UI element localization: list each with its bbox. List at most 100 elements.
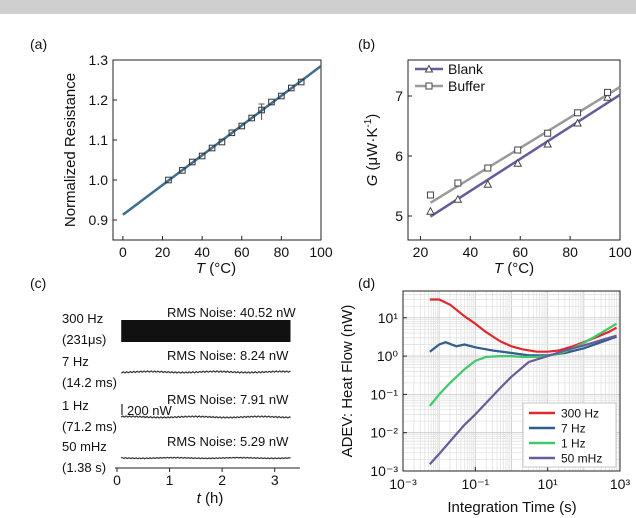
panel-a-xlabel: T (°C) bbox=[196, 260, 236, 277]
panel-c-noise-label: RMS Noise: 5.29 nW bbox=[167, 434, 289, 449]
panel-d-y-tick-label: 10⁻³ bbox=[370, 463, 398, 479]
panel-d-axes-frame bbox=[402, 290, 621, 472]
panel-c-xlabel: t (h) bbox=[197, 490, 224, 507]
panel-d-x-tick-label: 10⁻¹ bbox=[462, 476, 490, 492]
panel-a-y-tick-label: 0.9 bbox=[89, 212, 109, 228]
panel-a-data-point bbox=[258, 106, 265, 114]
panel-b-point-blank bbox=[543, 139, 553, 148]
panel-d-legend-label: 50 mHz bbox=[561, 452, 602, 466]
panel-b-y-tick-label: 5 bbox=[395, 208, 403, 224]
panel-d-ticks: 10⁻³ 10⁻¹ 10¹ 10³ 10⁻³ 10⁻² 10⁻¹ 10⁰ 10¹ bbox=[370, 310, 630, 492]
panel-b-point-buffer bbox=[574, 109, 582, 117]
panel-a-data-point bbox=[278, 92, 285, 100]
panel-b-ylabel: G (μW·K-1) bbox=[363, 114, 381, 187]
panel-a-x-tick-label: 40 bbox=[194, 244, 210, 260]
panel-d-xlabel: Integration Time (s) bbox=[447, 499, 576, 516]
panel-a-data-point bbox=[248, 114, 255, 122]
panel-d-x-tick-label: 10⁻³ bbox=[389, 476, 417, 492]
panel-d-x-tick-label: 10³ bbox=[610, 476, 631, 492]
panel-b-legend-marker-buffer bbox=[425, 82, 433, 90]
panel-c-noise-label: RMS Noise: 8.24 nW bbox=[167, 348, 289, 363]
panel-b-point-buffer bbox=[454, 179, 462, 187]
panel-b-point-blank bbox=[603, 92, 612, 101]
panel-c-trace-1hz bbox=[120, 415, 291, 419]
panel-c-x-tick-label: 3 bbox=[271, 472, 279, 488]
panel-b-marks bbox=[426, 85, 621, 218]
panel-c-trace-50mhz bbox=[120, 456, 291, 460]
panel-b-point-blank bbox=[573, 118, 582, 127]
panel-c-noise-label: RMS Noise: 7.91 nW bbox=[167, 392, 289, 407]
panel-a-ylabel: Normalized Resistance bbox=[62, 73, 79, 227]
panel-d-series-1hz bbox=[428, 322, 618, 407]
panel-a-x-tick-label: 60 bbox=[234, 244, 250, 260]
panel-a-x-tick-label: 80 bbox=[274, 244, 290, 260]
panel-c-trace-sublabel: (1.38 s) bbox=[62, 460, 106, 475]
panel-a-data-point bbox=[198, 152, 206, 160]
panel-d-y-tick-label: 10¹ bbox=[378, 310, 399, 326]
panel-d-ylabel: ADEV: Heat Flow (nW) bbox=[339, 305, 356, 458]
panel-a-y-tick-label: 1.0 bbox=[89, 172, 109, 188]
panel-d-legend-label: 300 Hz bbox=[561, 407, 599, 421]
panel-a-x-tick-label: 100 bbox=[309, 244, 333, 260]
panel-a-data-point bbox=[228, 129, 236, 137]
panel-c-trace-300hz bbox=[121, 320, 291, 342]
panel-c-traces: 300 Hz (231μs) RMS Noise: 40.52 nW 7 Hz (14.… bbox=[62, 305, 296, 475]
panel-b-point-buffer bbox=[544, 129, 552, 137]
panel-a-y-tick-label: 1.1 bbox=[89, 132, 109, 148]
panel-b-fit-line-blank bbox=[429, 93, 621, 218]
panel-c-trace-sublabel: (231μs) bbox=[62, 332, 106, 347]
panel-c-trace-label: 1 Hz bbox=[62, 398, 89, 413]
panel-a-data-point bbox=[297, 78, 305, 86]
panel-d-y-tick-label: 10⁻² bbox=[370, 425, 398, 441]
panel-c-trace-label: 50 mHz bbox=[62, 439, 107, 454]
panel-b-x-tick-label: 100 bbox=[608, 244, 632, 260]
panel-c: (c) 0 1 2 3 300 Hz (231μs) RMS Noise: 40.52 n… bbox=[30, 275, 300, 507]
panel-c-trace-label: 300 Hz bbox=[62, 311, 103, 326]
panel-a-x-tick-label: 0 bbox=[119, 244, 127, 260]
panel-b-point-blank bbox=[513, 158, 523, 167]
panel-b-point-buffer bbox=[426, 191, 434, 199]
panel-c-x-tick-label: 2 bbox=[218, 472, 226, 488]
panel-c-ticks: 0 1 2 3 bbox=[113, 468, 279, 488]
panel-a-y-tick-label: 1.2 bbox=[89, 92, 109, 108]
panel-c-noise-label: RMS Noise: 40.52 nW bbox=[167, 305, 296, 320]
panel-b-ticks: 20 40 60 80 100 5 6 7 bbox=[395, 88, 632, 260]
panel-c-x-tick-label: 1 bbox=[166, 472, 174, 488]
panel-a-ticks: 0 20 40 60 80 100 0.9 1.0 1.1 1.2 1.3 bbox=[89, 52, 333, 260]
panel-a-label: (a) bbox=[30, 36, 47, 52]
panel-a-fit-line bbox=[122, 65, 322, 216]
panel-a: (a) 0 20 40 60 80 100 0.9 1.0 1.1 1.2 1.3 Normaliz… bbox=[30, 36, 333, 277]
panel-a-marks bbox=[122, 65, 322, 216]
panel-d: (d) 10⁻³ 10⁻¹ 10¹ 10³ 10⁻³ 10⁻² 10⁻¹ 10⁰ 10¹ ADE… bbox=[339, 275, 630, 516]
panel-a-axes-frame bbox=[112, 59, 322, 241]
panel-b-y-tick-label: 7 bbox=[395, 88, 403, 104]
panel-b-point-blank bbox=[483, 179, 493, 188]
panel-b-point-buffer bbox=[514, 146, 522, 154]
panel-b-point-buffer bbox=[604, 88, 612, 96]
panel-a-data-point bbox=[238, 122, 246, 130]
panel-b-x-tick-label: 40 bbox=[463, 244, 479, 260]
panel-d-series-7hz bbox=[429, 335, 617, 357]
panel-b-point-buffer bbox=[484, 164, 492, 172]
panel-a-data-point bbox=[208, 144, 216, 152]
panel-a-data-point bbox=[268, 98, 275, 106]
panel-d-series-50mhz bbox=[428, 334, 617, 466]
panel-c-scale-bar-label: 200 nW bbox=[127, 403, 173, 418]
panel-d-y-tick-label: 10⁻¹ bbox=[370, 386, 398, 402]
panel-d-y-tick-label: 10⁰ bbox=[377, 348, 399, 364]
panel-c-label: (c) bbox=[30, 275, 46, 291]
panel-a-data-point bbox=[287, 84, 295, 92]
panel-a-y-tick-label: 1.3 bbox=[89, 52, 109, 68]
panel-b-fit-line-buffer bbox=[429, 85, 621, 204]
panel-d-legend-label: 1 Hz bbox=[561, 437, 586, 451]
panel-b-x-tick-label: 80 bbox=[562, 244, 578, 260]
panel-c-trace-sublabel: (14.2 ms) bbox=[62, 375, 117, 390]
panel-b-point-blank bbox=[426, 206, 435, 215]
panel-b-legend-label: Blank bbox=[448, 61, 484, 77]
panel-b-point-blank bbox=[453, 194, 463, 203]
panel-b: (b) 20 40 60 80 100 5 6 7 G (μW·K-1) T (°C) Bla… bbox=[358, 36, 632, 277]
panel-a-x-tick-label: 20 bbox=[155, 244, 171, 260]
panel-c-trace-7hz bbox=[121, 370, 291, 374]
